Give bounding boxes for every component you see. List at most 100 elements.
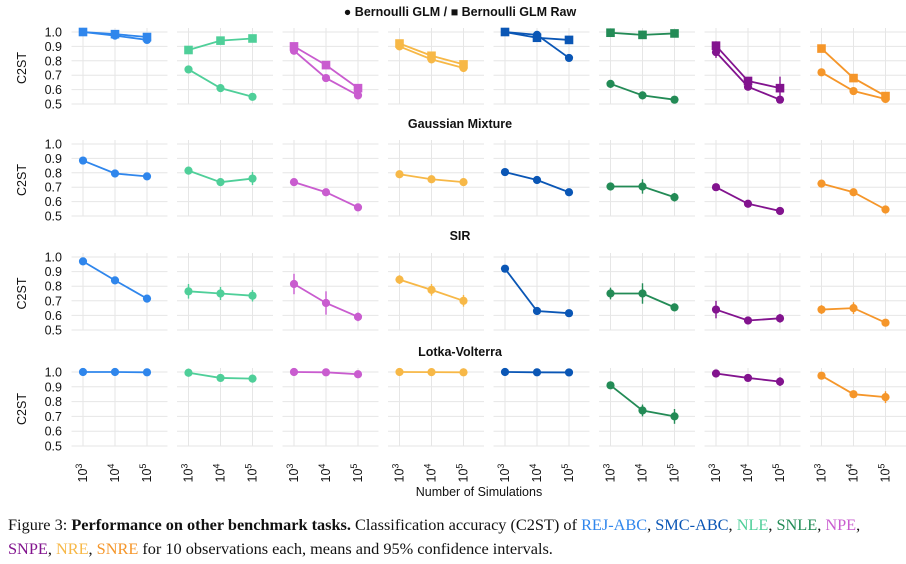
x-tick-base: 10 [140,469,154,483]
data-point-circle [670,303,679,312]
x-tick-label: 103 [74,464,90,483]
x-tick-label: 105 [560,464,576,483]
x-tick-label: 104 [317,464,333,483]
data-point-circle [564,309,574,318]
data-point-circle [711,369,721,378]
y-tick-label: 0.5 [45,98,62,112]
data-point-circle [248,374,257,383]
data-point-square [743,76,753,86]
x-tick-exponent: 4 [106,464,116,469]
data-point-circle [353,91,363,100]
data-point-circle [775,314,785,323]
y-tick-label: 1.0 [45,251,62,265]
data-point-circle [638,182,647,191]
caption-separator: , [88,539,97,558]
x-tick-label: 105 [771,464,787,483]
data-point-circle [110,276,120,285]
data-point-circle [216,84,225,93]
y-tick-label: 0.6 [45,309,62,323]
x-tick-base: 10 [319,469,333,483]
data-point-circle [817,305,826,314]
data-point-circle [142,368,152,377]
caption-separator: , [817,515,826,534]
data-point-circle [670,95,679,104]
y-tick-label: 0.7 [45,69,62,83]
data-point-square [775,83,785,93]
x-tick-base: 10 [741,469,755,483]
caption-separator: , [47,539,56,558]
y-axis-label: C2ST [15,52,29,84]
chart-row-0: ● Bernoulli GLM / ■ Bernoulli GLM Raw C2S… [15,5,906,112]
caption-method-snle: SNLE [776,515,818,534]
x-tick-label: 103 [707,464,723,483]
caption-method-nre: NRE [55,539,89,558]
c2st-figure: ● Bernoulli GLM / ■ Bernoulli GLM Raw C2S… [15,5,906,499]
x-tick-exponent: 4 [212,464,222,469]
data-point-circle [849,390,858,399]
x-tick-label: 103 [180,464,196,483]
data-point-circle [500,167,510,177]
x-tick-label: 104 [528,464,544,483]
data-point-circle [711,183,721,192]
data-point-circle [110,169,120,178]
data-point-square [142,32,152,42]
x-tick-base: 10 [847,469,861,483]
data-point-square [395,39,404,48]
y-axis-label: C2ST [15,393,29,425]
data-point-circle [459,178,468,187]
x-tick-exponent: 5 [877,464,887,469]
data-point-circle [353,312,363,321]
data-point-circle [606,182,615,191]
data-point-circle [321,368,331,377]
y-tick-label: 1.0 [45,26,62,40]
y-tick-label: 1.0 [45,366,62,380]
x-tick-label: 105 [666,464,682,483]
data-point-square [289,42,299,51]
panel-snle [599,253,695,331]
data-point-circle [711,48,721,57]
panel-nle [177,253,273,331]
data-point-circle [216,373,225,383]
data-point-circle [817,371,826,380]
x-tick-exponent: 3 [496,464,506,469]
data-point-circle [849,304,858,313]
data-point-circle [184,368,193,377]
x-tick-base: 10 [604,469,618,483]
x-tick-base: 10 [636,469,650,483]
data-point-circle [427,175,436,184]
data-point-circle [881,318,890,327]
data-point-circle [248,291,257,300]
panel-smc-abc [493,140,590,217]
data-point-circle [321,73,331,83]
panel-nle [177,140,273,217]
caption-separator: , [647,515,656,534]
data-point-circle [289,178,299,187]
y-tick-label: 0.8 [45,395,62,409]
data-point-square [110,29,120,39]
data-point-square [638,30,647,40]
x-tick-exponent: 5 [666,464,676,469]
data-point-square [427,51,436,61]
x-tick-exponent: 3 [74,464,84,469]
data-point-square [248,34,257,43]
panel-nre [388,28,484,105]
caption-bold: Performance on other benchmark tasks. [71,515,351,534]
caption-text-after: for 10 observations each, means and 95% … [138,539,553,558]
x-tick-exponent: 3 [391,464,401,469]
data-point-square [353,83,363,93]
caption-separator: , [856,515,861,534]
x-tick-exponent: 5 [455,464,465,469]
x-tick-exponent: 4 [845,464,855,469]
chart-row-2: SIR C2ST 0.50.60.70.80.91.0 [15,229,906,338]
x-tick-label: 104 [845,464,861,483]
y-tick-label: 1.0 [45,138,62,152]
data-point-circle [184,166,193,175]
data-point-circle [775,206,785,216]
x-tick-base: 10 [182,469,196,483]
y-tick-label: 0.7 [45,294,62,308]
x-tick-label: 103 [813,464,829,483]
data-point-circle [532,368,542,377]
x-tick-label: 104 [634,464,650,483]
